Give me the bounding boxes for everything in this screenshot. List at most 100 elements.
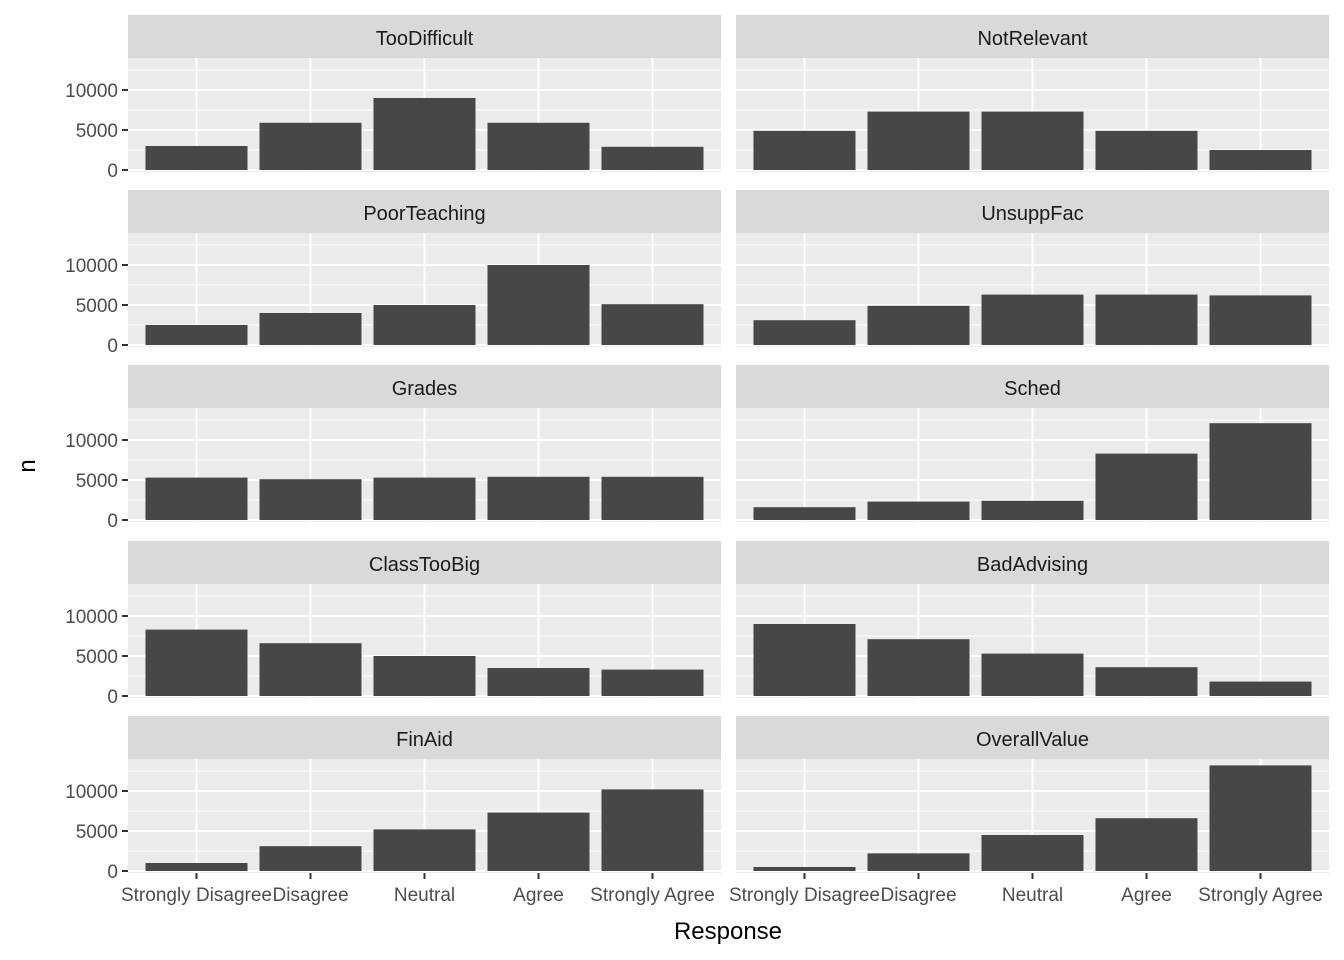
facet-panel: BadAdvising (736, 541, 1329, 698)
bar (1209, 423, 1312, 520)
y-tick-label: 10000 (65, 782, 118, 803)
bar (1095, 667, 1198, 696)
facet-panel: FinAid 0 5000 10000 Strongly Disagree Disagre… (65, 716, 721, 906)
bar (601, 476, 704, 520)
x-tick-label: Strongly Disagree (121, 885, 272, 906)
bar (145, 863, 248, 871)
facet-strip (736, 541, 1329, 584)
bar (867, 305, 970, 345)
x-tick-label: Neutral (394, 885, 455, 906)
bar (373, 98, 476, 170)
facet-strip-label: PoorTeaching (363, 203, 485, 225)
bar (1209, 295, 1312, 345)
bar (487, 668, 590, 696)
facet-panel: UnsuppFac (736, 190, 1329, 347)
bar (601, 789, 704, 871)
facet-strip-label: Sched (1004, 378, 1061, 400)
facet-panel: NotRelevant (736, 15, 1329, 172)
facet-strip (736, 716, 1329, 759)
bar (981, 835, 1084, 871)
y-tick-label: 0 (107, 862, 118, 883)
facet-panel: TooDifficult 0 5000 10000 (65, 15, 721, 182)
x-tick-label: Strongly Disagree (729, 885, 880, 906)
x-tick-label: Agree (1121, 885, 1172, 906)
x-tick-label: Agree (513, 885, 564, 906)
y-tick-label: 5000 (76, 647, 118, 668)
bar (145, 629, 248, 696)
y-axis-title: n (14, 459, 41, 472)
y-tick-label: 5000 (76, 471, 118, 492)
bar (259, 846, 362, 871)
x-axis-title: Response (674, 918, 782, 945)
bar (373, 305, 476, 345)
facet-panel: OverallValue Strongly Disagree Disagree Neu… (729, 716, 1329, 906)
facet-strip-label: UnsuppFac (981, 203, 1083, 225)
bar (1095, 294, 1198, 345)
facet-strip (736, 365, 1329, 408)
y-tick-label: 0 (107, 511, 118, 532)
facet-strip-label: BadAdvising (977, 554, 1088, 576)
facet-strip (736, 15, 1329, 58)
bar (1095, 818, 1198, 871)
y-tick-label: 5000 (76, 822, 118, 843)
facet-panel: Grades 0 5000 10000 (65, 365, 721, 532)
bar (373, 477, 476, 520)
facet-panel: ClassTooBig 0 5000 10000 (65, 541, 721, 708)
bar (259, 122, 362, 170)
bar (259, 479, 362, 520)
x-tick-label: Disagree (272, 885, 348, 906)
y-tick-label: 5000 (76, 296, 118, 317)
bar (1209, 150, 1312, 170)
x-tick-label: Disagree (880, 885, 956, 906)
y-tick-label: 10000 (65, 81, 118, 102)
facet-strip-label: TooDifficult (376, 28, 474, 50)
bar (487, 812, 590, 871)
bar (981, 111, 1084, 170)
bar (753, 624, 856, 696)
bar (145, 146, 248, 170)
facet-strip (736, 190, 1329, 233)
bar (259, 313, 362, 345)
y-tick-label: 10000 (65, 256, 118, 277)
bar (753, 320, 856, 345)
panels-layer: TooDifficult 0 5000 10000 NotRelevant PoorTea… (65, 15, 1329, 906)
y-tick-label: 0 (107, 161, 118, 182)
facet-panel: PoorTeaching 0 5000 10000 (65, 190, 721, 357)
bar (867, 501, 970, 520)
bar (259, 643, 362, 696)
facet-strip-label: NotRelevant (977, 28, 1088, 50)
y-tick-label: 0 (107, 687, 118, 708)
x-tick-label: Strongly Agree (1198, 885, 1323, 906)
bar (867, 639, 970, 696)
bar (373, 829, 476, 871)
bar (1095, 453, 1198, 520)
facet-panel: Sched (736, 365, 1329, 522)
bar (981, 653, 1084, 696)
y-tick-label: 10000 (65, 431, 118, 452)
bar (867, 111, 970, 170)
y-tick-label: 0 (107, 336, 118, 357)
bar (487, 265, 590, 345)
bar (145, 325, 248, 345)
bar (867, 853, 970, 871)
x-tick-label: Neutral (1002, 885, 1063, 906)
bar (145, 477, 248, 520)
bar (753, 507, 856, 520)
facet-strip-label: OverallValue (976, 729, 1089, 751)
bar (1095, 130, 1198, 170)
bar (981, 294, 1084, 345)
bar (1209, 681, 1312, 696)
facet-strip (128, 541, 721, 584)
x-tick-label: Strongly Agree (590, 885, 715, 906)
y-tick-label: 10000 (65, 607, 118, 628)
bar (487, 476, 590, 520)
facet-strip (128, 190, 721, 233)
facet-strip (128, 15, 721, 58)
bar (373, 656, 476, 696)
bar (1209, 765, 1312, 871)
facet-strip (128, 365, 721, 408)
y-tick-label: 5000 (76, 121, 118, 142)
facet-strip (128, 716, 721, 759)
bar (981, 500, 1084, 520)
